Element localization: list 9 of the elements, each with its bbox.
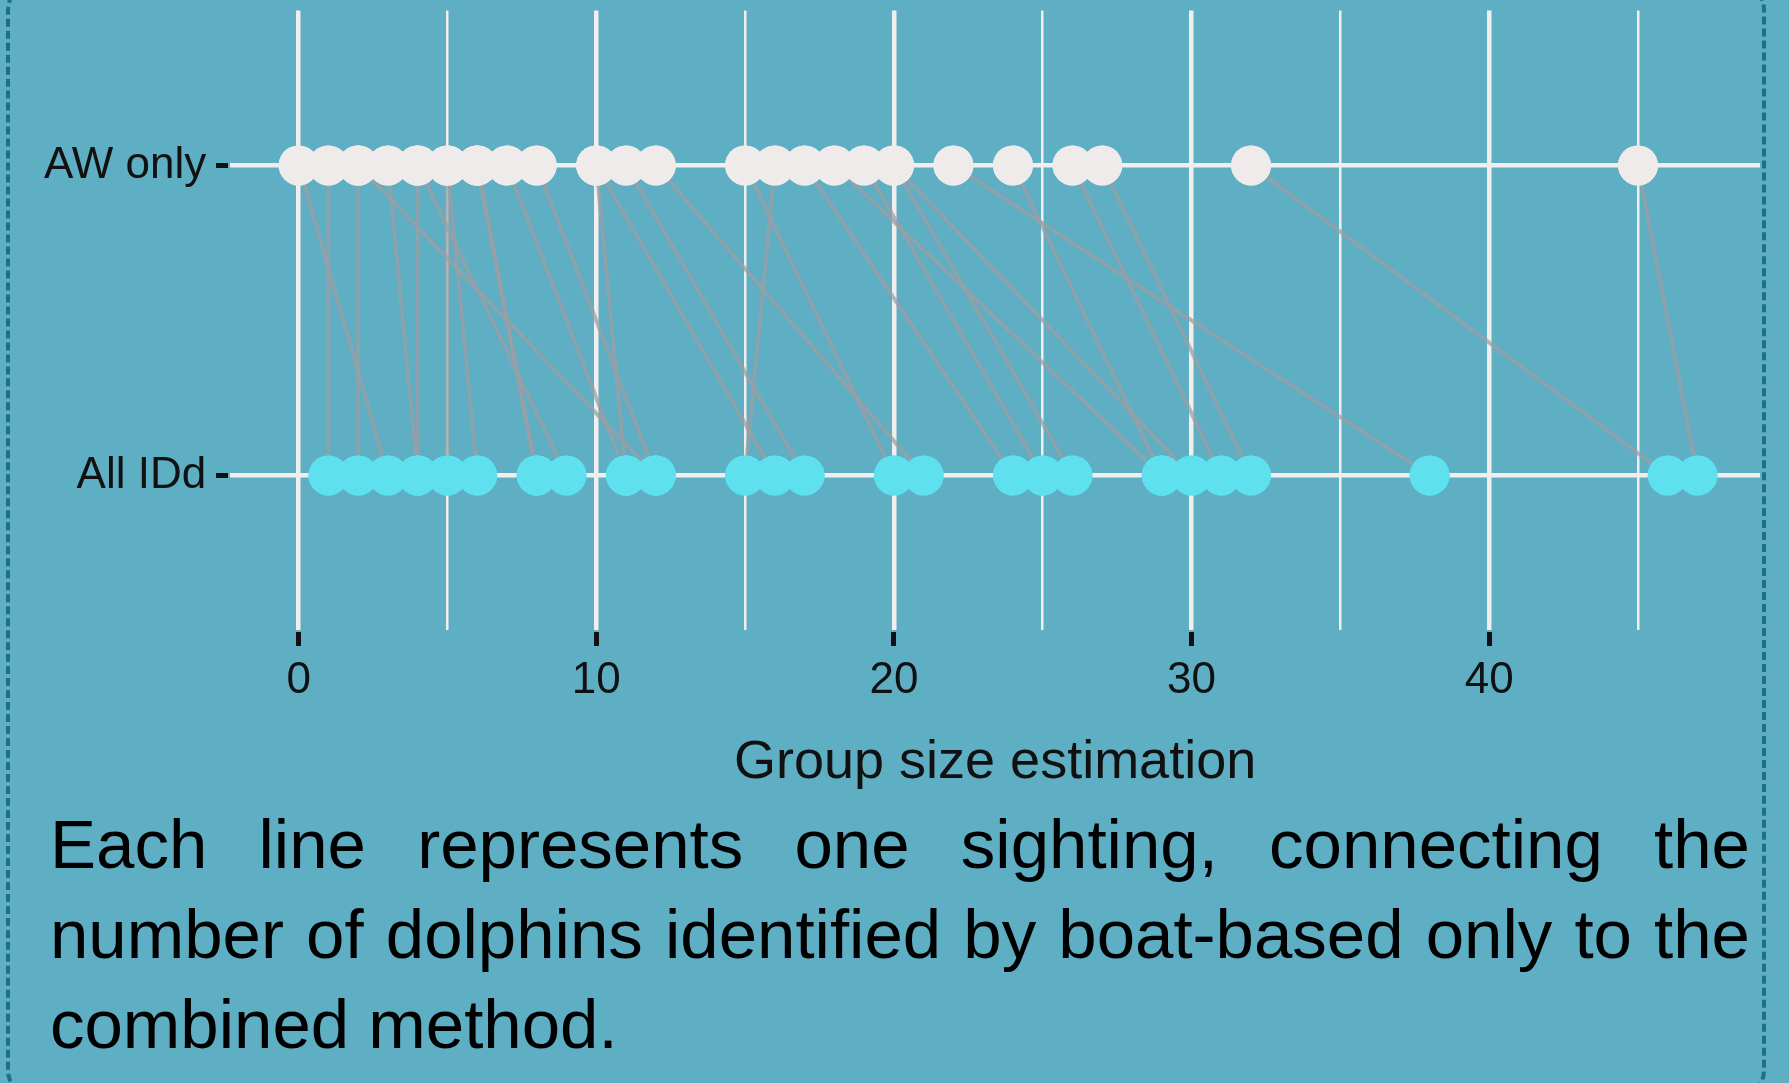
x-axis-title: Group size estimation [733, 729, 1257, 790]
y-tick-label: AW only [44, 137, 207, 187]
x-tick-label: 10 [571, 652, 621, 702]
x-tick-label: 40 [1464, 652, 1514, 702]
x-tick-label: 0 [286, 652, 311, 702]
text: Each line represents one sighting, connecting the number of dolphins identified by boat-based only to the combined method. [50, 805, 1750, 1065]
x-tick-label: 20 [869, 652, 919, 702]
y-tick-label: All IDd [76, 447, 207, 497]
x-tick-label: 30 [1167, 652, 1216, 702]
